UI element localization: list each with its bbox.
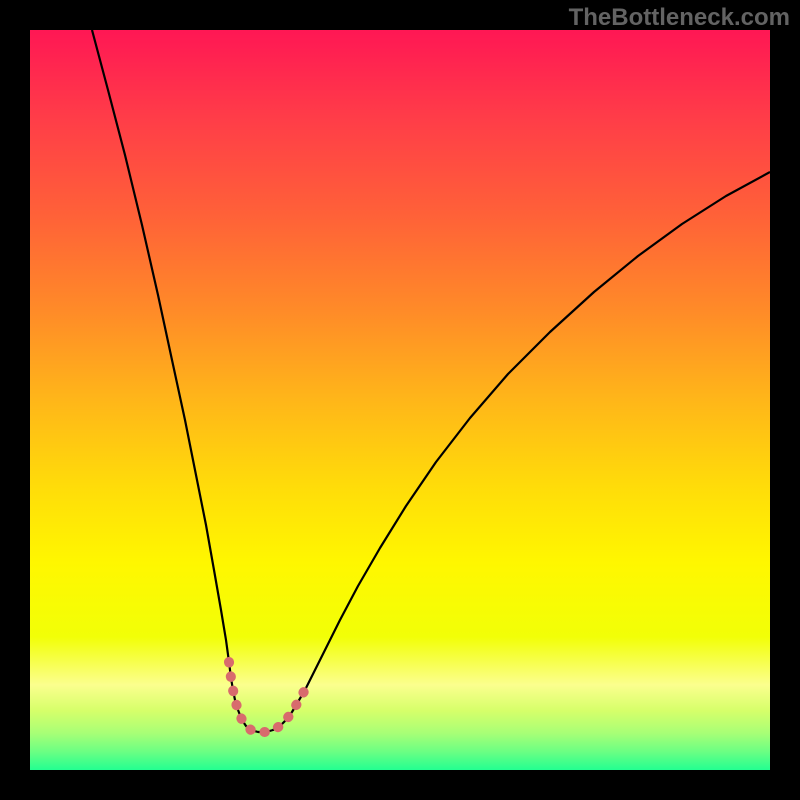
watermark-text: TheBottleneck.com: [569, 4, 790, 32]
curve-layer: [30, 30, 770, 770]
plot-area: [30, 30, 770, 770]
bottleneck-curve: [92, 30, 770, 732]
chart-canvas: TheBottleneck.com: [0, 0, 800, 800]
curve-valley-highlight: [229, 662, 306, 732]
